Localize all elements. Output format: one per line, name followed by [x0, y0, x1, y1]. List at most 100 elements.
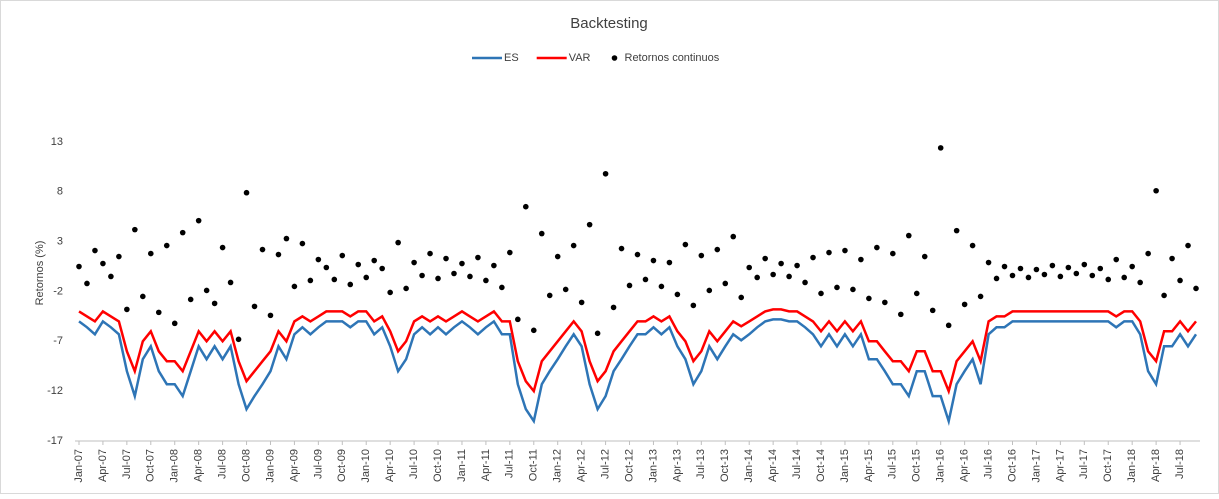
return-point [140, 293, 146, 300]
return-point [283, 235, 290, 242]
return-point [546, 292, 553, 299]
return-point [890, 250, 896, 257]
x-tick-label: Oct-11 [528, 449, 540, 481]
return-point [195, 217, 202, 224]
return-point [602, 170, 609, 177]
x-tick-label: Jan-08 [169, 449, 181, 483]
return-point [419, 272, 425, 279]
x-tick-label: Apr-17 [1054, 449, 1066, 482]
return-point [1025, 274, 1032, 281]
return-point [746, 264, 753, 271]
return-point [507, 249, 513, 256]
return-point [682, 241, 689, 248]
return-point [578, 299, 585, 306]
return-point [443, 255, 449, 262]
return-point [1049, 262, 1056, 269]
return-point [826, 249, 832, 256]
series-line [78, 318, 1198, 426]
return-point [84, 280, 90, 287]
return-point [363, 274, 370, 281]
return-point [666, 259, 673, 266]
return-point [554, 253, 561, 260]
return-point [874, 244, 880, 251]
return-point [1065, 264, 1072, 271]
x-tick-label: Jul-18 [1174, 449, 1186, 479]
x-tick-label: Apr-14 [767, 449, 779, 482]
return-point [275, 251, 282, 258]
x-tick-label: Apr-18 [1150, 449, 1162, 482]
legend-marker [611, 55, 618, 61]
return-point [427, 250, 433, 257]
return-point [395, 239, 401, 246]
return-point [1089, 272, 1096, 279]
return-point [530, 327, 537, 334]
return-point [1081, 261, 1088, 268]
x-tick-label: Jul-16 [982, 449, 994, 479]
x-tick-label: Oct-15 [911, 449, 923, 482]
return-point [108, 273, 114, 280]
return-point [618, 245, 625, 252]
return-point [147, 250, 154, 257]
return-point [929, 307, 936, 314]
x-tick-label: Jan-12 [552, 449, 564, 483]
return-point [331, 276, 338, 283]
return-point [251, 303, 258, 310]
return-point [515, 316, 521, 323]
return-point [235, 336, 242, 343]
return-point [1097, 265, 1104, 272]
return-point [171, 320, 178, 327]
y-tick-label: -17 [47, 435, 63, 447]
x-tick-label: Jan-11 [456, 449, 468, 482]
return-point [993, 275, 1000, 282]
return-point [866, 295, 872, 302]
return-point [969, 242, 976, 249]
return-point [179, 229, 186, 236]
return-point [1161, 292, 1167, 299]
return-point [834, 284, 840, 291]
return-point [100, 260, 106, 267]
return-point [459, 260, 465, 267]
return-point [92, 247, 98, 254]
return-point [203, 287, 210, 294]
return-point [1185, 242, 1191, 249]
x-tick-label: Oct-14 [815, 449, 827, 482]
return-point [219, 244, 226, 251]
x-tick-label: Oct-12 [623, 449, 635, 482]
x-tick-label: Apr-13 [671, 449, 683, 482]
return-point [762, 255, 768, 262]
return-point [953, 227, 960, 234]
return-point [674, 291, 681, 298]
return-point [770, 271, 776, 278]
return-point [850, 286, 856, 293]
return-point [985, 259, 992, 266]
x-tick-label: Oct-09 [336, 449, 348, 482]
y-axis-label: Retornos (%) [34, 241, 46, 306]
return-point [610, 304, 617, 311]
x-tick-label: Jan-17 [1030, 449, 1042, 483]
return-point [642, 276, 649, 283]
return-point [754, 274, 760, 281]
chart-title: Backtesting [570, 15, 648, 32]
x-tick-label: Apr-09 [288, 449, 300, 482]
x-tick-label: Jul-08 [217, 449, 229, 479]
x-tick-label: Apr-15 [863, 449, 875, 482]
x-tick-label: Jan-14 [743, 449, 755, 483]
return-point [1073, 270, 1080, 277]
x-tick-label: Jan-16 [935, 449, 947, 483]
return-point [977, 293, 984, 300]
return-point [411, 259, 417, 266]
return-point [475, 254, 481, 261]
x-tick-label: Jul-17 [1078, 449, 1090, 479]
return-point [347, 281, 354, 288]
return-point [562, 286, 569, 293]
legend-label: ES [504, 52, 519, 64]
x-tick-label: Jul-10 [408, 449, 420, 479]
x-tick-label: Jan-09 [264, 449, 276, 483]
return-point [937, 145, 944, 151]
x-tick-label: Oct-10 [432, 449, 444, 482]
return-point [355, 261, 362, 268]
x-tick-label: Oct-13 [719, 449, 731, 482]
return-point [698, 252, 705, 259]
return-point [594, 330, 601, 337]
return-point [722, 280, 729, 287]
